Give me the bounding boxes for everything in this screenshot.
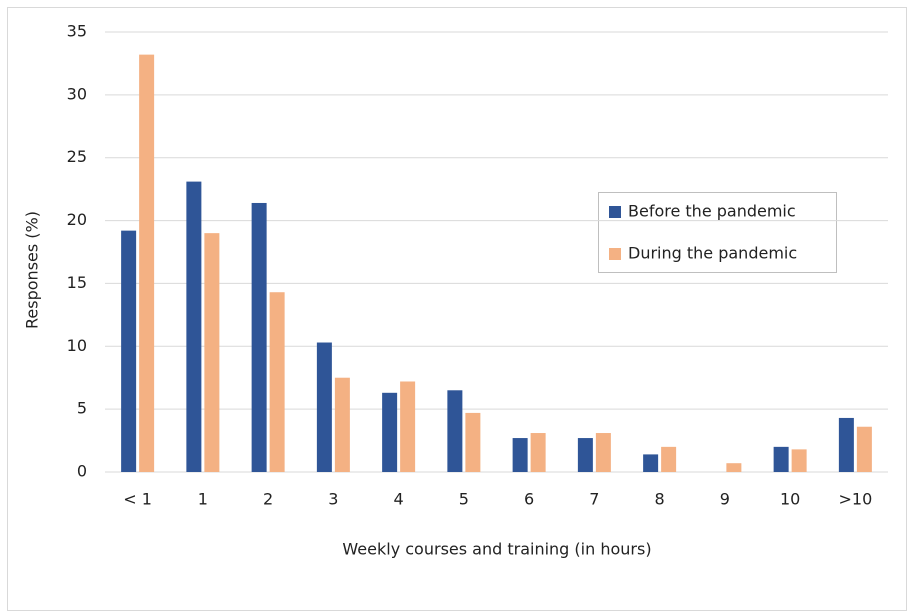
bar — [269, 292, 285, 472]
x-tick-label: 3 — [328, 490, 338, 509]
x-tick-label: 5 — [459, 490, 469, 509]
x-tick-label: 6 — [524, 490, 534, 509]
y-tick-label: 20 — [67, 210, 87, 229]
bar — [643, 454, 659, 472]
bar — [251, 202, 267, 472]
y-axis-label: Responses (%) — [23, 211, 42, 329]
y-tick-label: 10 — [67, 336, 87, 355]
x-axis-label: Weekly courses and training (in hours) — [342, 540, 651, 559]
bar — [577, 438, 593, 472]
bar — [595, 433, 611, 472]
bar — [773, 446, 789, 472]
bar — [856, 426, 872, 472]
bar — [204, 233, 220, 472]
y-tick-label: 15 — [67, 273, 87, 292]
y-tick-label: 35 — [67, 22, 87, 41]
bar — [661, 446, 677, 472]
y-tick-label: 30 — [67, 84, 87, 103]
bar — [400, 381, 416, 472]
x-tick-label: 9 — [720, 490, 730, 509]
bar — [447, 390, 463, 472]
legend-swatch — [609, 248, 621, 260]
x-tick-label: 1 — [198, 490, 208, 509]
bar — [726, 463, 742, 472]
legend-box — [598, 192, 837, 273]
y-tick-label: 5 — [77, 399, 87, 418]
x-tick-label: 7 — [589, 490, 599, 509]
bar — [121, 230, 137, 472]
bar — [382, 392, 398, 472]
legend-swatch — [609, 206, 621, 218]
chart-frame — [7, 7, 907, 611]
bar — [530, 433, 546, 472]
x-tick-label: 8 — [655, 490, 665, 509]
bar — [791, 449, 807, 472]
bar — [316, 342, 332, 472]
legend-label: During the pandemic — [628, 244, 797, 263]
y-tick-label: 25 — [67, 147, 87, 166]
bar — [186, 181, 202, 472]
bar — [465, 412, 481, 472]
x-tick-label: 10 — [780, 490, 800, 509]
bar — [512, 438, 528, 472]
y-tick-label: 0 — [77, 462, 87, 481]
x-tick-label: 4 — [394, 490, 404, 509]
legend-label: Before the pandemic — [628, 202, 796, 221]
bar — [139, 54, 155, 472]
x-tick-label: 2 — [263, 490, 273, 509]
x-tick-label: < 1 — [123, 490, 152, 509]
bar — [334, 377, 350, 472]
x-tick-label: >10 — [838, 490, 872, 509]
bar — [838, 417, 854, 472]
